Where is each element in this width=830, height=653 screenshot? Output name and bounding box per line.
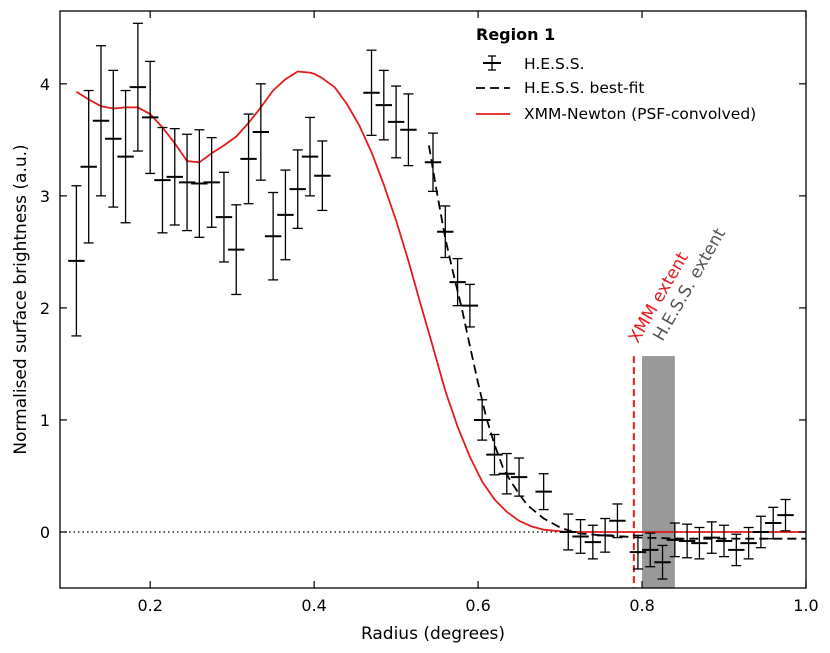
- data-point: [596, 517, 614, 553]
- xmm-line: [75, 70, 806, 533]
- legend-symbol-hess-errorbar: [483, 55, 501, 71]
- plot-frame: [59, 10, 807, 589]
- data-point: [166, 127, 183, 226]
- data-point: [461, 283, 479, 328]
- legend-entry-best-fit: H.E.S.S. best-fit: [524, 79, 644, 97]
- data-point: [129, 22, 147, 152]
- y-tick-label: 1: [40, 411, 50, 430]
- data-point: [400, 93, 417, 167]
- legend: Region 1 H.E.S.S. H.E.S.S. best-fit XMM-…: [476, 25, 756, 123]
- data-point: [510, 457, 528, 497]
- data-point: [240, 113, 257, 205]
- data-point: [642, 532, 659, 568]
- data-point: [728, 533, 745, 567]
- data-point: [715, 524, 733, 558]
- x-tick-label: 0.4: [301, 596, 326, 615]
- data-point: [387, 85, 405, 159]
- data-point: [92, 45, 110, 197]
- data-point: [765, 506, 782, 540]
- data-point: [264, 191, 282, 281]
- data-point: [289, 149, 306, 230]
- data-point: [560, 513, 577, 551]
- y-tick-label: 3: [40, 187, 50, 206]
- data-point: [277, 169, 294, 261]
- data-point: [203, 136, 220, 228]
- data-point: [752, 515, 770, 549]
- legend-title: Region 1: [476, 25, 555, 44]
- data-point: [486, 433, 503, 476]
- data-point: [117, 89, 134, 224]
- data-point: [191, 129, 208, 238]
- x-tick-label: 0.8: [629, 596, 654, 615]
- legend-entry-xmm: XMM-Newton (PSF-convolved): [524, 105, 756, 123]
- data-point: [424, 132, 442, 193]
- data-point: [105, 69, 122, 208]
- data-point: [572, 519, 589, 554]
- data-point: [68, 185, 85, 337]
- data-point: [535, 473, 552, 511]
- y-axis-title: Normalised surface brightness (a.u.): [11, 144, 31, 454]
- x-tick-label: 1.0: [793, 596, 818, 615]
- series-layer: [68, 22, 806, 580]
- x-tick-label: 0.2: [137, 596, 162, 615]
- data-point: [740, 526, 757, 560]
- data-point: [141, 60, 159, 175]
- x-tick-label: 0.6: [465, 596, 490, 615]
- data-point: [666, 522, 684, 558]
- data-point: [228, 204, 245, 296]
- data-point: [178, 133, 196, 232]
- legend-entry-hess: H.E.S.S.: [524, 55, 585, 73]
- data-point: [314, 140, 331, 212]
- y-tick-label: 2: [40, 299, 50, 318]
- extent-annotations: [632, 356, 675, 588]
- data-point: [678, 523, 696, 559]
- x-axis-title: Radius (degrees): [361, 624, 505, 644]
- data-point: [498, 452, 515, 495]
- data-point: [609, 503, 626, 539]
- y-tick-label: 0: [40, 523, 50, 542]
- data-point: [437, 205, 454, 259]
- hess-extent-band: [642, 356, 675, 588]
- data-point: [629, 534, 647, 570]
- data-point: [473, 399, 491, 441]
- axis-ticks: 0.2 0.4 0.6 0.8 1.0 0 1 2 3 4: [40, 11, 819, 615]
- data-point: [584, 524, 602, 560]
- data-point: [215, 171, 233, 263]
- y-tick-label: 4: [40, 75, 50, 94]
- data-point: [301, 116, 319, 197]
- data-point: [654, 544, 671, 580]
- data-point: [777, 498, 794, 532]
- data-point: [80, 89, 97, 244]
- data-point: [703, 521, 720, 554]
- data-point: [252, 83, 270, 181]
- data-point: [363, 49, 380, 137]
- data-point: [691, 526, 708, 560]
- best-fit-line: [428, 145, 806, 540]
- data-point: [154, 126, 171, 234]
- data-point: [375, 69, 393, 141]
- data-point: [449, 257, 466, 307]
